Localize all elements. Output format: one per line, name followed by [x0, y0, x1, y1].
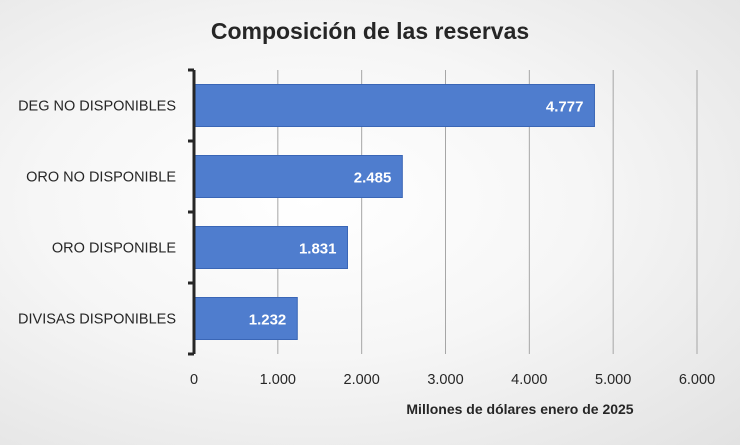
x-axis-label: Millones de dólares enero de 2025 [406, 401, 633, 417]
data-label: 1.232 [249, 312, 287, 329]
x-tick-label: 5.000 [595, 372, 631, 388]
x-tick-label: 4.000 [511, 372, 547, 388]
data-labels: 4.777 2.485 1.831 1.232 [249, 99, 584, 329]
x-tick-label: 2.000 [344, 372, 380, 388]
category-label: DIVISAS DISPONIBLES [18, 312, 176, 328]
y-axis [188, 68, 196, 356]
x-tick-label: 3.000 [427, 372, 463, 388]
x-tick-label: 1.000 [260, 372, 296, 388]
category-label: ORO NO DISPONIBLE [26, 170, 176, 186]
bar [193, 155, 403, 198]
data-label: 4.777 [546, 99, 584, 116]
chart-title: Composición de las reservas [211, 18, 529, 44]
bar [193, 297, 298, 340]
bars [193, 84, 595, 340]
data-label: 2.485 [354, 170, 392, 187]
category-label: ORO DISPONIBLE [52, 241, 176, 257]
x-tick-label: 0 [190, 372, 198, 388]
bar [193, 84, 595, 127]
category-label: DEG NO DISPONIBLES [18, 99, 176, 115]
category-labels: DEG NO DISPONIBLES ORO NO DISPONIBLE ORO D… [18, 99, 176, 328]
x-tick-label: 6.000 [679, 372, 715, 388]
x-tick-labels: 0 1.000 2.000 3.000 4.000 5.000 6.000 [190, 372, 715, 388]
data-label: 1.831 [299, 241, 337, 258]
